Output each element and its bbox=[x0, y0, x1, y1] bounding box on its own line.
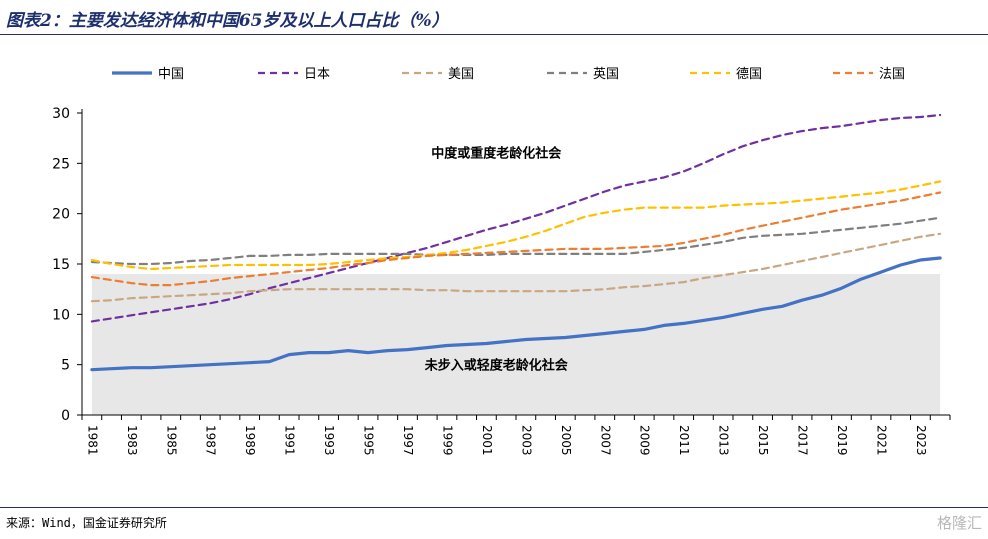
annotation-label: 中度或重度老龄化社会 bbox=[431, 145, 562, 161]
bottom-rule bbox=[0, 507, 988, 508]
chart-title: 图表2：主要发达经济体和中国65岁及以上人口占比（%） bbox=[6, 11, 449, 31]
series-line-0 bbox=[90, 256, 942, 372]
legend-label: 法国 bbox=[879, 67, 905, 82]
series-line-2 bbox=[90, 232, 942, 303]
x-tick-label: 1983 bbox=[125, 425, 139, 456]
watermark-logo: 格隆汇 bbox=[936, 514, 982, 532]
legend: 中国 日本 美国 英国 德国 法国 bbox=[112, 67, 905, 82]
annotation-label: 未步入或轻度老龄化社会 bbox=[424, 358, 569, 374]
y-tick-label: 10 bbox=[52, 307, 70, 323]
y-tick-label: 30 bbox=[52, 106, 70, 122]
legend-label: 英国 bbox=[593, 67, 619, 82]
series-line-1 bbox=[90, 113, 942, 323]
y-tick-label: 0 bbox=[61, 408, 70, 424]
x-tick-label: 2023 bbox=[914, 425, 928, 456]
y-tick-label: 5 bbox=[61, 358, 70, 374]
x-tick-label: 2007 bbox=[598, 425, 612, 456]
legend-label: 美国 bbox=[448, 67, 474, 82]
x-tick-label: 1991 bbox=[283, 425, 297, 456]
series-line-3 bbox=[90, 216, 942, 266]
series-line-5 bbox=[90, 191, 942, 287]
x-tick-label: 1987 bbox=[204, 425, 218, 456]
y-tick-label: 15 bbox=[52, 257, 70, 273]
axes: 0 5 10 15 20 25 30 1981 1983 1985 1987 1989 1991 1993… bbox=[52, 106, 951, 456]
x-tick-label: 1999 bbox=[440, 425, 454, 456]
series-line-4 bbox=[90, 180, 942, 271]
x-tick-label: 1993 bbox=[322, 425, 336, 456]
x-tick-label: 1985 bbox=[164, 425, 178, 456]
x-tick-label: 1989 bbox=[243, 425, 257, 456]
x-tick-label: 2017 bbox=[796, 425, 810, 456]
top-rule bbox=[0, 34, 988, 35]
source-note: 来源：Wind，国金证券研究所 bbox=[6, 516, 167, 530]
legend-label: 德国 bbox=[736, 67, 762, 82]
x-tick-label: 2009 bbox=[638, 425, 652, 456]
x-tick-label: 1997 bbox=[401, 425, 415, 456]
x-tick-label: 2001 bbox=[480, 425, 494, 456]
x-tick-label: 2013 bbox=[717, 425, 731, 456]
legend-label: 中国 bbox=[158, 67, 184, 82]
x-tick-label: 2003 bbox=[519, 425, 533, 456]
x-tick-label: 2005 bbox=[559, 425, 573, 456]
series-layer bbox=[90, 113, 942, 372]
x-tick-label: 2011 bbox=[677, 425, 691, 456]
x-tick-label: 2021 bbox=[874, 425, 888, 456]
y-tick-label: 25 bbox=[52, 156, 70, 172]
x-tick-label: 1995 bbox=[362, 425, 376, 456]
x-tick-label: 1981 bbox=[85, 425, 99, 456]
x-tick-label: 2015 bbox=[756, 425, 770, 456]
x-tick-label: 2019 bbox=[835, 425, 849, 456]
y-tick-label: 20 bbox=[52, 207, 70, 223]
shaded-band bbox=[91, 274, 941, 415]
legend-label: 日本 bbox=[304, 67, 330, 82]
